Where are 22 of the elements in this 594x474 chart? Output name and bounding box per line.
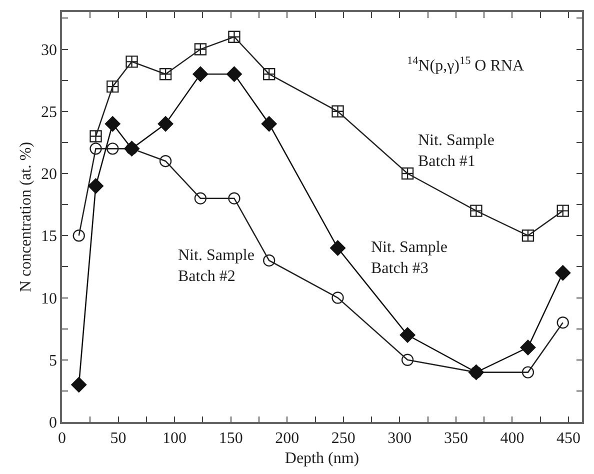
y-axis-title: N concentration (at. %)	[17, 142, 34, 292]
y-tick-label: 15	[41, 228, 58, 246]
y-tick-label: 5	[49, 352, 58, 370]
x-tick-label: 450	[556, 430, 580, 447]
x-tick-label: 150	[218, 430, 243, 447]
x-tick-label: 200	[275, 430, 300, 447]
y-tick-label: 30	[41, 42, 58, 59]
x-tick-label: 400	[500, 430, 524, 447]
y-tick-label: 25	[41, 104, 58, 121]
annotation: $^{14}$N(p,γ)$^{15}$ O RNA	[407, 55, 524, 75]
series-label: Nit. Sample Batch #2	[178, 247, 254, 285]
x-tick-label: 100	[162, 430, 187, 447]
series-label: Nit. Sample Batch #3	[371, 239, 448, 277]
y-tick-label: 20	[41, 166, 58, 184]
x-axis-title: Depth (nm)	[284, 450, 360, 468]
y-tick-label: 0	[49, 414, 58, 432]
x-tick-label: 250	[331, 430, 356, 447]
x-tick-label: 50	[110, 430, 126, 447]
x-tick-label: 300	[388, 430, 412, 447]
x-tick-label: 350	[444, 430, 468, 447]
y-tick-label: 10	[41, 290, 58, 308]
series-label: Nit. Sample Batch #1	[418, 132, 494, 170]
